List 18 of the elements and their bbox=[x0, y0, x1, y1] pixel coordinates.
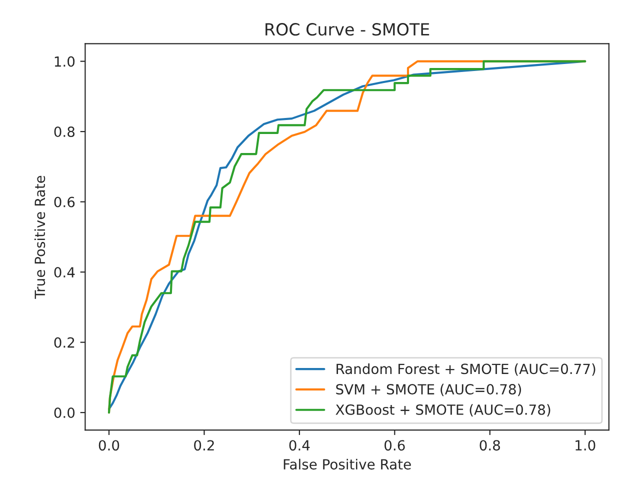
y-tick-label: 1.0 bbox=[54, 56, 75, 67]
x-tick-label: 0.2 bbox=[194, 440, 214, 451]
x-axis-title: False Positive Rate bbox=[284, 458, 411, 470]
legend-label: XGBoost + SMOTE (AUC=0.78) bbox=[336, 404, 550, 417]
x-tick-label: 0.8 bbox=[480, 440, 500, 451]
legend-label: SVM + SMOTE (AUC=0.78) bbox=[336, 384, 522, 396]
y-axis-title: True Positive Rate bbox=[34, 176, 46, 299]
y-tick-label: 0.6 bbox=[54, 196, 75, 208]
x-tick-label: 0.6 bbox=[384, 440, 405, 451]
y-tick-label: 0.4 bbox=[54, 267, 75, 278]
x-tick-label: 0.0 bbox=[98, 440, 120, 451]
y-tick-label: 0.8 bbox=[54, 126, 75, 138]
legend-label: Random Forest + SMOTE (AUC=0.77) bbox=[336, 363, 596, 376]
x-tick-label: 1.0 bbox=[576, 440, 596, 451]
y-tick-label: 0.0 bbox=[54, 408, 75, 418]
x-tick-label: 0.4 bbox=[289, 440, 310, 451]
y-tick-label: 0.2 bbox=[54, 337, 74, 348]
chart-title: ROC Curve - SMOTE bbox=[266, 23, 430, 36]
